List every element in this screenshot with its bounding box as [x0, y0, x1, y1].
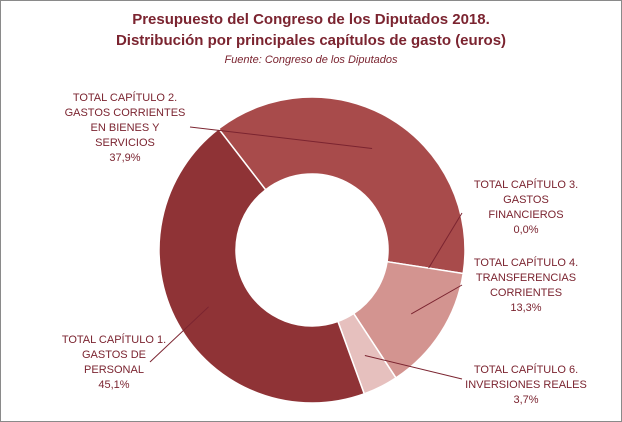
label-cap2-line2: GASTOS CORRIENTES	[64, 107, 186, 119]
label-cap6: TOTAL CAPÍTULO 6. INVERSIONES REALES 3,7…	[456, 363, 596, 408]
label-cap4-line1: TOTAL CAPÍTULO 4.	[473, 257, 579, 269]
label-cap3-pct: 0,0%	[513, 224, 539, 236]
label-cap1: TOTAL CAPÍTULO 1. GASTOS DE PERSONAL 45,…	[46, 333, 182, 393]
label-cap4: TOTAL CAPÍTULO 4. TRANSFERENCIAS CORRIEN…	[461, 256, 591, 316]
leader-cap4	[410, 284, 463, 315]
label-cap3: TOTAL CAPÍTULO 3. GASTOS FINANCIEROS 0,0…	[461, 178, 591, 238]
label-cap2-line3: EN BIENES Y	[90, 122, 160, 134]
label-cap1-pct: 45,1%	[98, 379, 130, 391]
label-cap3-line1: TOTAL CAPÍTULO 3.	[473, 179, 579, 191]
label-cap2: TOTAL CAPÍTULO 2. GASTOS CORRIENTES EN B…	[57, 91, 193, 166]
chart-source: Fuente: Congreso de los Diputados	[224, 54, 398, 66]
label-cap1-line1: TOTAL CAPÍTULO 1.	[61, 334, 167, 346]
leader-cap3	[428, 212, 463, 269]
chart-title-line1: Presupuesto del Congreso de los Diputado…	[132, 11, 490, 28]
label-cap2-pct: 37,9%	[109, 152, 141, 164]
chart-title-line2: Distribución por principales capítulos d…	[115, 32, 507, 49]
label-cap2-line4: SERVICIOS	[95, 137, 155, 149]
leader-cap6	[364, 355, 463, 380]
label-cap4-pct: 13,3%	[510, 302, 542, 314]
label-cap3-line3: FINANCIEROS	[488, 209, 564, 221]
label-cap6-line1: TOTAL CAPÍTULO 6.	[473, 364, 579, 376]
slice-cap2	[217, 96, 466, 275]
label-cap3-line2: GASTOS	[503, 194, 549, 206]
label-cap6-line2: INVERSIONES REALES	[465, 379, 587, 391]
label-cap2-line1: TOTAL CAPÍTULO 2.	[72, 92, 178, 104]
label-cap1-line3: PERSONAL	[84, 364, 144, 376]
leader-cap2	[189, 126, 373, 149]
label-cap4-line3: CORRIENTES	[489, 287, 563, 299]
label-cap6-pct: 3,7%	[513, 394, 539, 406]
slice-cap1	[158, 127, 366, 404]
label-cap4-line2: TRANSFERENCIAS	[475, 272, 577, 284]
label-cap1-line2: GASTOS DE	[82, 349, 146, 361]
leader-cap1	[149, 306, 209, 363]
